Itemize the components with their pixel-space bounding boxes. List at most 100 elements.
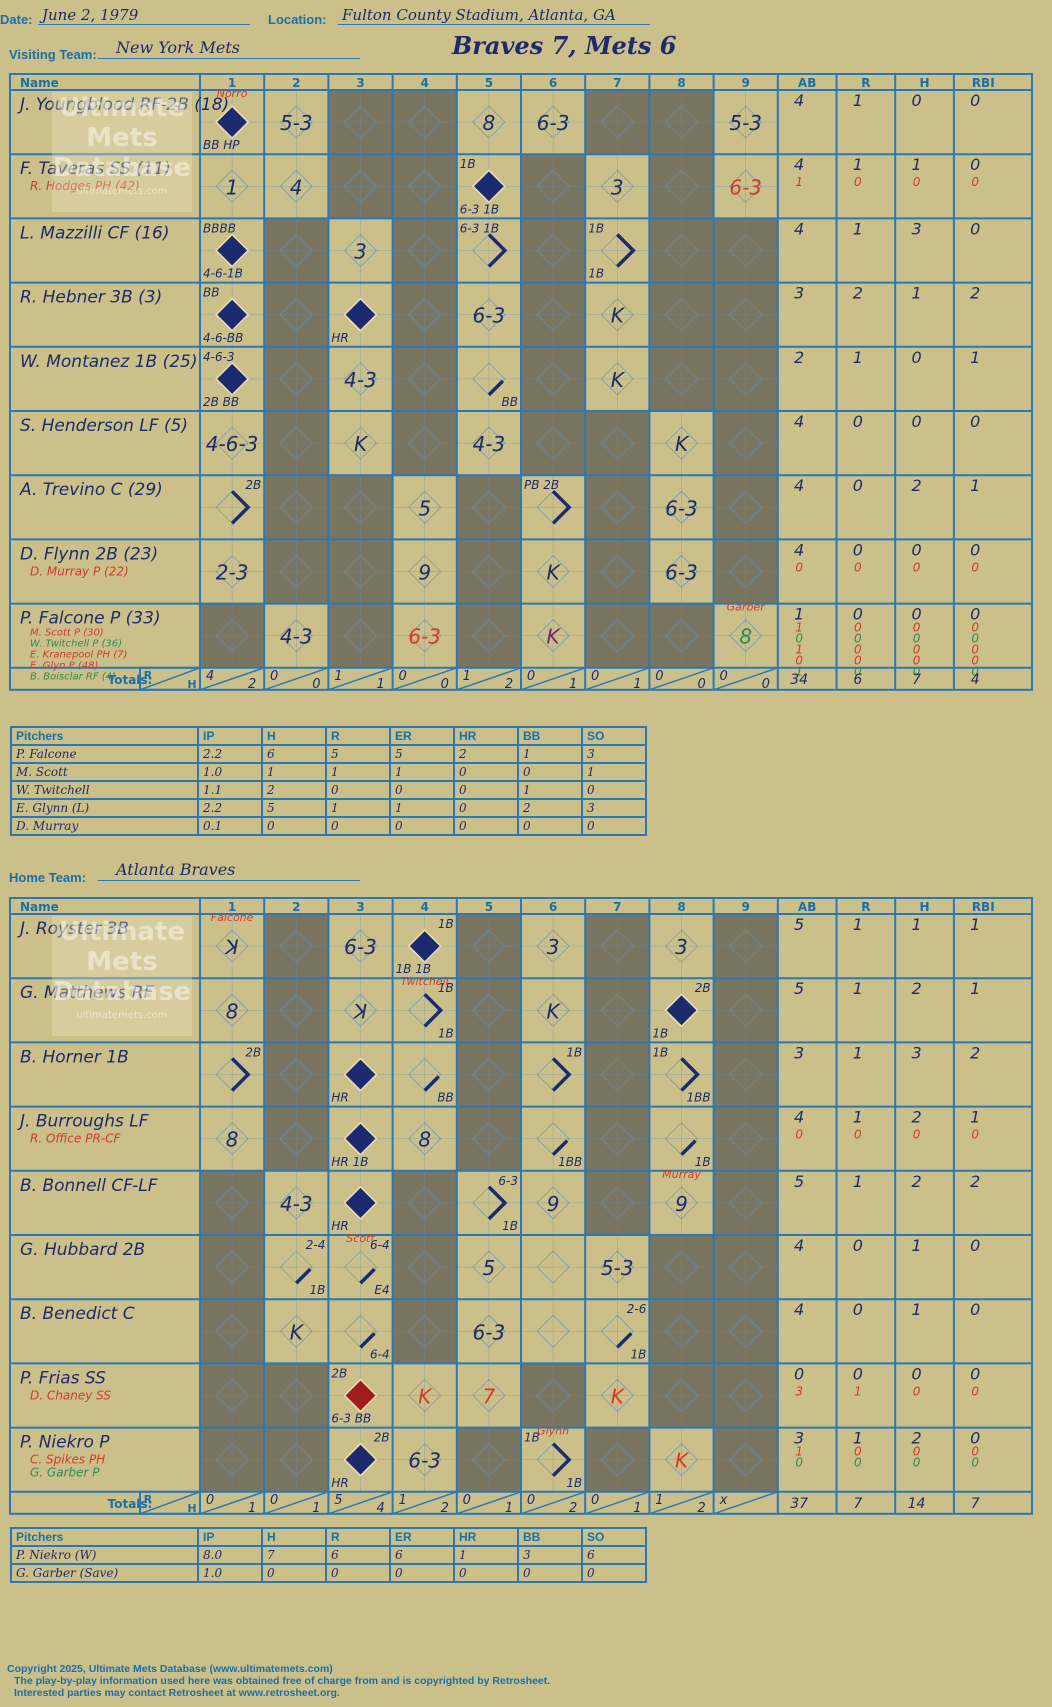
totals-divider bbox=[328, 667, 393, 691]
inning-runs: 0 bbox=[270, 1493, 278, 1508]
stat-value: 0 bbox=[971, 1456, 979, 1470]
stat-value: 1 bbox=[853, 155, 863, 174]
watermark-text: Mets bbox=[86, 947, 157, 977]
stat-value: 0 bbox=[795, 654, 803, 668]
stat-value: 0 bbox=[795, 1128, 803, 1142]
stat-header: RBI bbox=[972, 900, 995, 914]
inning-hits: 1 bbox=[505, 1501, 513, 1516]
total-stat: 4 bbox=[971, 672, 980, 688]
inning-runs: 0 bbox=[719, 669, 727, 684]
stat-value: 0 bbox=[913, 1128, 921, 1142]
pitchers-header-cell: ER bbox=[389, 1527, 455, 1547]
pitcher-stat-cell: 1 bbox=[389, 762, 455, 782]
stat-value: 4 bbox=[794, 1108, 804, 1127]
play-note: 1BB bbox=[686, 1091, 710, 1105]
stat-value: 0 bbox=[854, 654, 862, 668]
pitcher-stat-cell: 0.1 bbox=[197, 816, 263, 836]
play-result: K bbox=[611, 304, 626, 328]
totals-divider bbox=[584, 667, 650, 691]
stat-value: 0 bbox=[795, 1456, 803, 1470]
inning-runs: 0 bbox=[398, 669, 406, 684]
play-note: 6-4 bbox=[370, 1347, 390, 1361]
play-result: 5 bbox=[418, 496, 431, 520]
pitcher-stat-cell: 0 bbox=[581, 1563, 647, 1583]
advance-path bbox=[423, 993, 444, 1028]
advance-path bbox=[230, 1057, 251, 1092]
inning-runs: 1 bbox=[463, 669, 471, 684]
inning-header: 5 bbox=[485, 76, 493, 90]
stat-value: 0 bbox=[913, 560, 921, 574]
pitcher-stat-cell: 1.1 bbox=[197, 780, 263, 800]
stat-value: 0 bbox=[854, 1456, 862, 1470]
play-note: 1B bbox=[652, 1026, 668, 1040]
substitute-name: E. Glyn P (48) bbox=[30, 661, 98, 672]
advance-path bbox=[616, 233, 636, 268]
totals-divider bbox=[649, 1491, 714, 1515]
stat-value: 4 bbox=[794, 1300, 804, 1319]
stat-value: 3 bbox=[794, 1429, 804, 1448]
advance-path bbox=[295, 1267, 312, 1285]
play-note: 2-4 bbox=[306, 1238, 326, 1252]
run-scored-diamond bbox=[407, 929, 442, 964]
location-underline bbox=[338, 24, 650, 25]
inning-runs: 0 bbox=[270, 669, 278, 684]
play-note: HR 1B bbox=[331, 1155, 368, 1169]
substitute-name: R. Office PR-CF bbox=[30, 1132, 121, 1146]
total-stat: 37 bbox=[790, 1496, 808, 1512]
stat-value: 2 bbox=[794, 348, 804, 367]
inning-header: 7 bbox=[613, 76, 621, 90]
stat-value: 5 bbox=[794, 979, 804, 998]
pitcher-stat-cell: 6 bbox=[325, 1545, 391, 1565]
pitchers-header-cell: SO bbox=[581, 726, 647, 746]
pitcher-stat-cell: 3 bbox=[517, 1545, 583, 1565]
play-result: 8 bbox=[226, 999, 239, 1023]
run-scored-diamond bbox=[343, 297, 378, 332]
stat-value: 0 bbox=[971, 560, 979, 574]
rh-divider bbox=[139, 667, 201, 691]
stat-value: 0 bbox=[911, 91, 921, 110]
play-result: ꓘ bbox=[224, 935, 239, 959]
totals-divider bbox=[392, 667, 458, 691]
stat-value: 0 bbox=[913, 175, 921, 189]
inning-header: 4 bbox=[421, 76, 429, 90]
inning-hits: 2 bbox=[569, 1501, 577, 1516]
pitchers-header-cell: HR bbox=[453, 1527, 519, 1547]
pitcher-stat-cell: 6 bbox=[261, 744, 327, 764]
player-name: G. Matthews RF bbox=[20, 983, 154, 1003]
stat-value: 0 bbox=[854, 560, 862, 574]
rh-key-r: R bbox=[144, 1493, 153, 1506]
stat-header: AB bbox=[798, 76, 816, 90]
inning-hits: 2 bbox=[248, 677, 256, 692]
stat-value: 0 bbox=[853, 540, 863, 559]
play-note: 2-6 bbox=[627, 1302, 647, 1316]
play-result: 6-3 bbox=[729, 175, 762, 199]
home-team-name: Atlanta Braves bbox=[116, 860, 236, 879]
play-result: 5 bbox=[483, 1256, 496, 1280]
inning-header: 6 bbox=[549, 900, 557, 914]
stat-value: 1 bbox=[911, 155, 921, 174]
stat-value: 0 bbox=[970, 1429, 980, 1448]
watermark-bg bbox=[52, 916, 192, 1036]
play-result: 6-3 bbox=[665, 496, 698, 520]
total-stat: 7 bbox=[971, 1496, 980, 1512]
inning-header: 1 bbox=[228, 900, 236, 914]
stat-value: 0 bbox=[913, 1456, 921, 1470]
inning-hits: 4 bbox=[376, 1501, 384, 1516]
stat-header: R bbox=[861, 900, 870, 914]
pitcher-stat-cell: 1 bbox=[325, 798, 391, 818]
stat-value: 0 bbox=[911, 1364, 921, 1383]
stat-value: 0 bbox=[970, 1300, 980, 1319]
play-note: 1BB bbox=[558, 1155, 582, 1169]
stat-value: 0 bbox=[853, 1364, 863, 1383]
pitcher-row: M. Scott 1.0 1 1 1 0 0 1 bbox=[10, 762, 647, 782]
stat-value: 1 bbox=[853, 1108, 863, 1127]
play-result: K bbox=[547, 625, 562, 649]
pitchers-header-cell: IP bbox=[197, 726, 263, 746]
advance-path bbox=[487, 379, 505, 397]
pitcher-stat-cell: 0 bbox=[517, 1563, 583, 1583]
pitcher-row: W. Twitchell 1.1 2 0 0 0 1 0 bbox=[10, 780, 647, 800]
advance-path bbox=[359, 1332, 376, 1349]
stat-value: 1 bbox=[853, 915, 863, 934]
play-note: 2B bbox=[331, 1366, 347, 1380]
substitute-name: E. Kranepool PH (7) bbox=[30, 650, 127, 661]
